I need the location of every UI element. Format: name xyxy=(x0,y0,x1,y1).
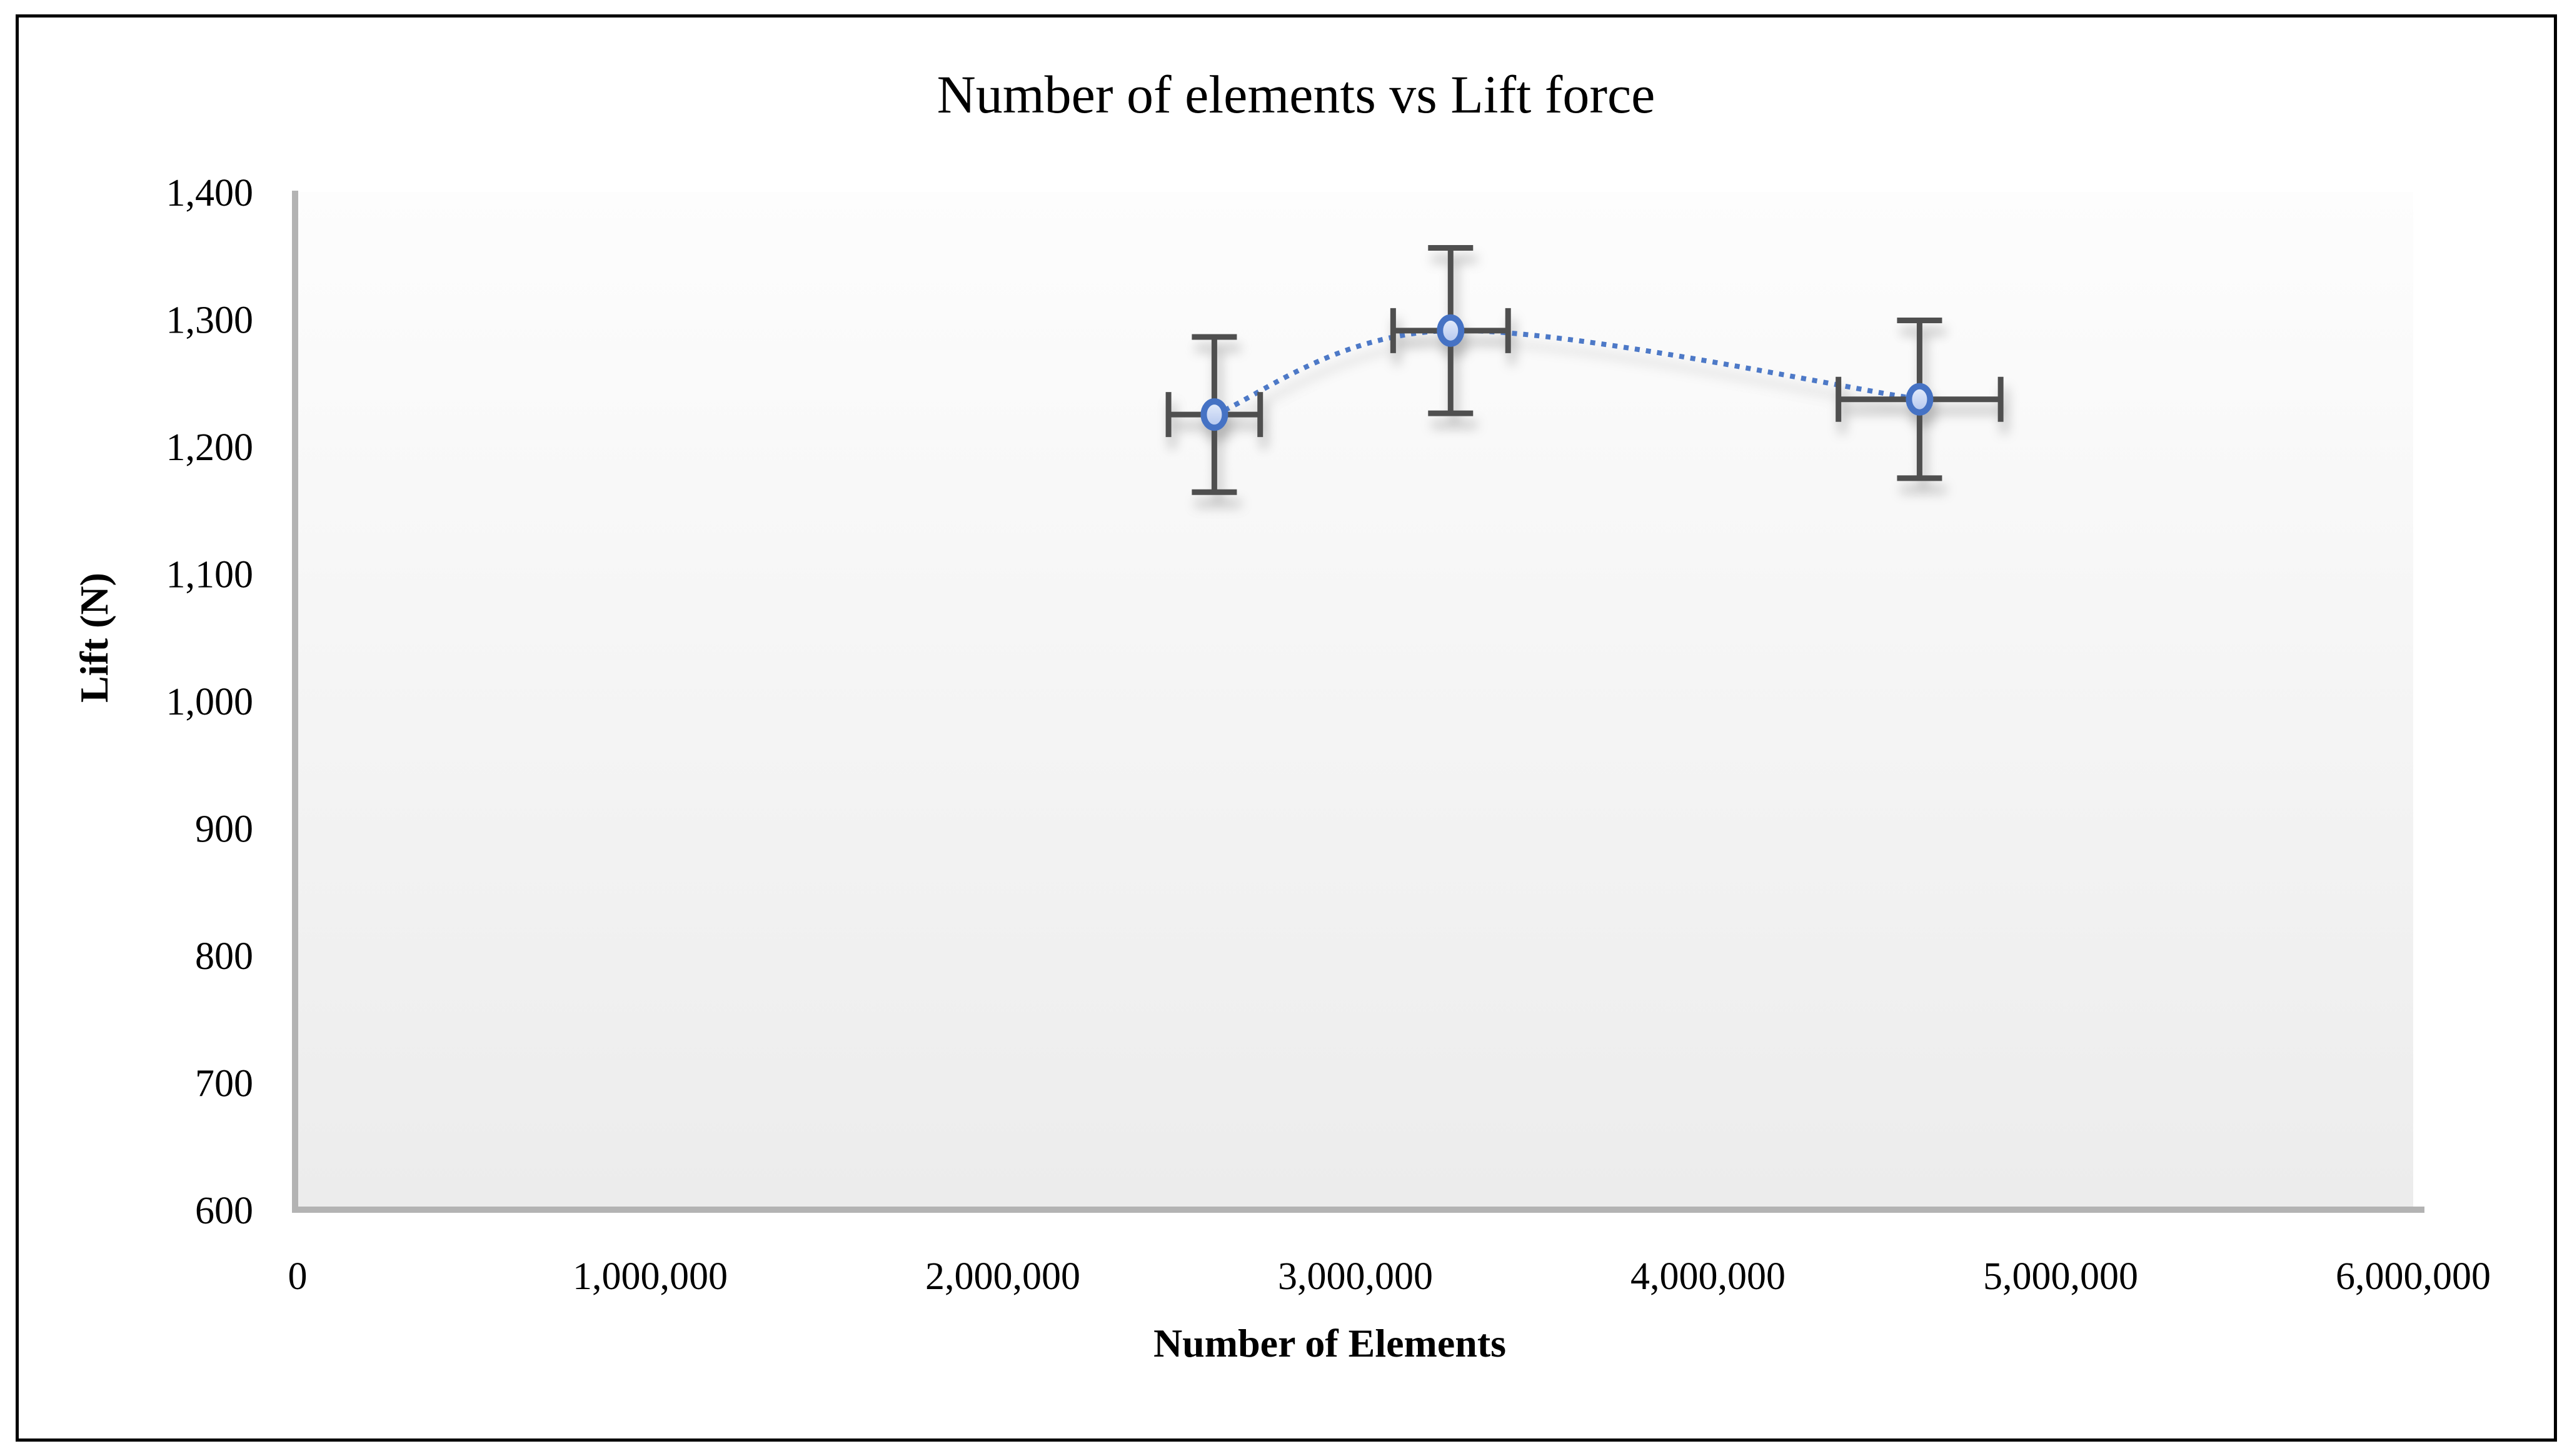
x-tick-label: 5,000,000 xyxy=(1983,1255,2138,1298)
x-tick-label: 3,000,000 xyxy=(1278,1255,1433,1298)
series-dotted-line xyxy=(1213,328,1920,417)
y-tick-label: 700 xyxy=(195,1063,253,1105)
y-tick-label: 1,300 xyxy=(166,299,254,342)
chart-title: Number of elements vs Lift force xyxy=(937,64,1655,124)
y-axis-title: Lift (N) xyxy=(72,573,116,703)
x-tick-label: 1,000,000 xyxy=(573,1255,728,1298)
data-series xyxy=(1165,245,2004,495)
data-point-marker xyxy=(1200,398,1228,431)
y-tick-label: 600 xyxy=(195,1190,253,1232)
y-tick-label: 800 xyxy=(195,935,253,978)
x-tick-label: 4,000,000 xyxy=(1630,1255,1786,1298)
y-tick-label: 1,200 xyxy=(166,426,254,469)
data-point-marker xyxy=(1906,383,1934,416)
x-axis-title: Number of Elements xyxy=(1153,1321,1506,1365)
x-axis-tick-labels: 0 1,000,000 2,000,000 3,000,000 4,000,000 5,0… xyxy=(288,1255,2491,1298)
x-tick-label: 2,000,000 xyxy=(925,1255,1080,1298)
data-point-marker xyxy=(1437,314,1465,347)
error-bar xyxy=(1165,334,1263,495)
y-tick-label: 900 xyxy=(195,808,253,851)
x-tick-label: 6,000,000 xyxy=(2336,1255,2491,1298)
y-tick-label: 1,000 xyxy=(166,681,254,723)
y-axis-tick-labels: 600 700 800 900 1,000 1,100 1,200 1,300 1,400 xyxy=(166,172,254,1232)
x-tick-label: 0 xyxy=(288,1255,308,1298)
data-point-markers xyxy=(1200,314,1934,431)
y-tick-label: 1,400 xyxy=(166,172,254,214)
plot-area xyxy=(298,192,2413,1210)
y-tick-label: 1,100 xyxy=(166,554,254,596)
